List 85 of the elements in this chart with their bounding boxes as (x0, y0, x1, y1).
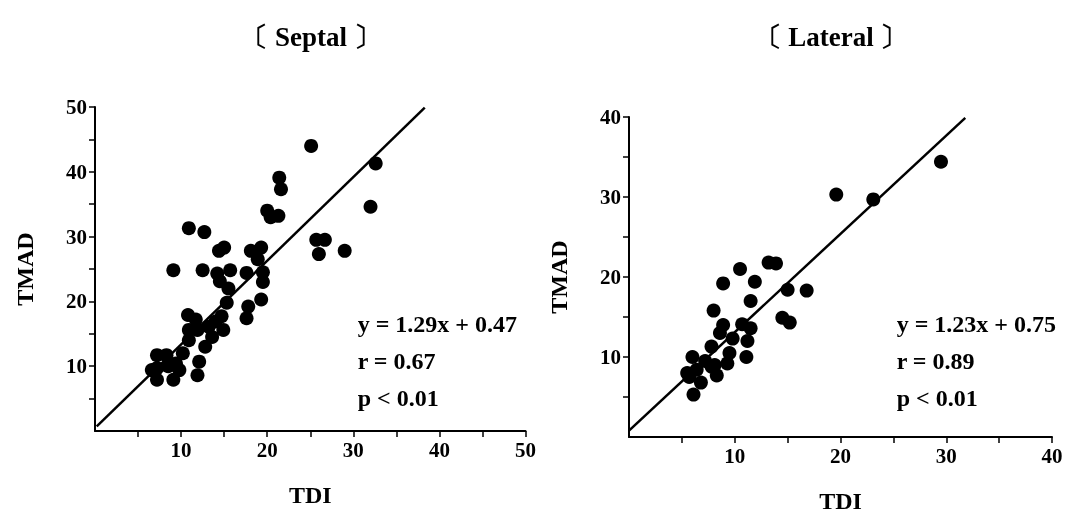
point (181, 221, 196, 236)
point (704, 339, 719, 354)
chart-title: 〔 Lateral 〕 (754, 21, 908, 52)
point (272, 170, 287, 185)
point (212, 274, 227, 289)
x-tick-label: 20 (256, 437, 278, 462)
x-axis-title: TDI (288, 482, 332, 508)
point (747, 274, 762, 289)
y-tick-label: 30 (600, 185, 621, 209)
point (740, 334, 755, 348)
chart-title: 〔 Septal 〕 (241, 21, 381, 52)
point (195, 263, 210, 278)
y-tick-label: 30 (66, 224, 87, 249)
annotation: y = 1.23x + 0.75 (896, 311, 1057, 337)
point (197, 225, 212, 240)
annotation: y = 1.29x + 0.47 (357, 311, 518, 337)
point (799, 283, 814, 298)
x-tick-label: 10 (724, 443, 746, 468)
point (720, 356, 735, 371)
x-tick-label: 50 (515, 437, 536, 462)
point (743, 321, 758, 336)
annotation: r = 0.89 (896, 348, 975, 374)
point (241, 299, 256, 314)
x-tick-label: 30 (342, 437, 364, 462)
point (685, 350, 700, 364)
point (181, 333, 196, 348)
point (214, 309, 229, 324)
point (782, 315, 797, 330)
point (217, 240, 232, 255)
annotation: r = 0.67 (357, 348, 436, 374)
x-tick-label: 10 (170, 437, 192, 462)
point (273, 182, 288, 197)
point (198, 339, 213, 354)
point (716, 276, 731, 291)
point (254, 292, 269, 307)
point (712, 326, 727, 340)
point (219, 295, 234, 310)
x-tick-label: 40 (428, 437, 450, 462)
point (363, 199, 378, 214)
annotation: p < 0.01 (357, 385, 439, 411)
point (239, 311, 254, 326)
point (725, 331, 740, 346)
x-tick-label: 40 (1041, 443, 1063, 468)
point (172, 363, 187, 378)
point (216, 322, 231, 337)
point (709, 368, 724, 383)
point (829, 187, 844, 202)
point (250, 252, 265, 267)
point (239, 265, 254, 280)
y-tick-label: 10 (600, 345, 621, 369)
y-tick-label: 20 (600, 265, 621, 289)
y-tick-label: 40 (66, 159, 87, 184)
point (192, 354, 207, 369)
x-tick-label: 20 (830, 443, 851, 468)
point (254, 240, 269, 255)
y-tick-label: 50 (66, 95, 87, 119)
point (686, 387, 701, 402)
y-tick-label: 40 (600, 105, 621, 129)
y-axis-title: TMAD (546, 240, 572, 314)
point (780, 282, 795, 297)
point (693, 375, 708, 390)
x-tick-label: 30 (935, 443, 957, 468)
y-axis-title: TMAD (12, 232, 38, 306)
y-tick-label: 10 (66, 354, 87, 379)
point (175, 346, 190, 361)
point (166, 372, 181, 387)
point (706, 303, 721, 318)
point (733, 262, 748, 276)
point (739, 350, 754, 364)
point (190, 368, 205, 383)
point (223, 263, 238, 278)
point (368, 156, 383, 171)
point (304, 138, 319, 153)
y-tick-label: 20 (66, 289, 87, 314)
point (166, 263, 181, 278)
point (933, 154, 948, 169)
point (866, 192, 881, 207)
point (221, 281, 236, 296)
annotation: p < 0.01 (896, 385, 978, 411)
point (743, 294, 758, 308)
point (311, 247, 326, 262)
point (769, 256, 783, 271)
point (205, 330, 220, 345)
point (337, 243, 352, 258)
x-axis-title: TDI (819, 488, 862, 514)
